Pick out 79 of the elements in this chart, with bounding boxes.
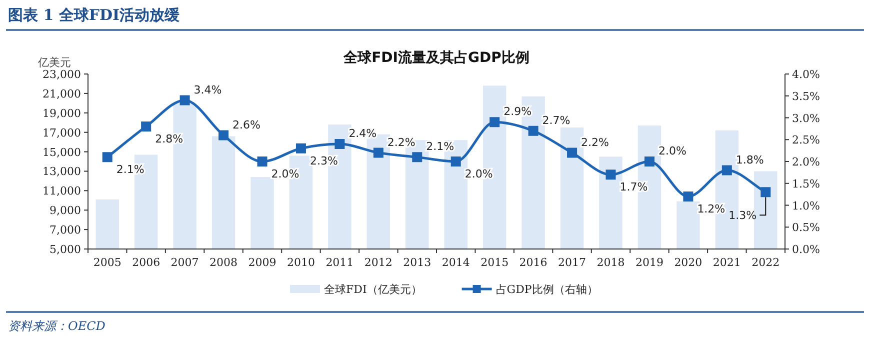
point	[218, 130, 229, 140]
point	[606, 170, 616, 180]
chart-subtitle: 全球FDI流量及其占GDP比例	[342, 49, 530, 66]
x-tick-label: 2007	[170, 256, 199, 269]
y-tick-label: 17,000	[42, 126, 81, 140]
data-label: 2.0%	[271, 168, 300, 180]
y-tick-label: 11,000	[42, 184, 81, 198]
y-tick-label: 15,000	[42, 146, 81, 159]
x-tick-label: 2015	[480, 256, 509, 269]
point	[567, 148, 578, 158]
legend-label: 占GDP比例（右轴）	[496, 283, 598, 296]
x-tick-label: 2017	[558, 256, 586, 269]
y-tick-label: 23,000	[42, 68, 81, 81]
y-tick-label: 7,000	[50, 224, 81, 237]
x-tick-label: 2010	[286, 256, 315, 269]
y-tick-label: 13,000	[42, 165, 81, 178]
data-label: 2.8%	[155, 132, 184, 146]
point	[450, 156, 461, 166]
point	[334, 139, 345, 149]
data-label: 2.9%	[504, 105, 532, 118]
y2-tick-label: 2.0%	[792, 156, 820, 168]
data-label: 2.0%	[464, 168, 493, 180]
data-label: 1.2%	[697, 202, 726, 216]
y-tick-label: 21,000	[42, 87, 81, 100]
point	[490, 117, 500, 128]
legend-label: 全球FDI（亿美元）	[324, 283, 422, 296]
data-label: 2.4%	[348, 127, 377, 140]
data-label: 2.2%	[581, 136, 609, 149]
x-tick-label: 2006	[132, 256, 160, 269]
y-tick-label: 9,000	[50, 204, 81, 218]
x-tick-label: 2012	[364, 256, 392, 269]
y2-tick-label: 4.0%	[792, 68, 820, 81]
x-tick-label: 2016	[519, 256, 548, 269]
point	[683, 192, 694, 202]
point	[296, 143, 306, 154]
x-tick-label: 2022	[752, 256, 780, 269]
point	[180, 95, 190, 106]
x-tick-label: 2011	[326, 256, 354, 269]
point	[257, 156, 268, 166]
y2-tick-label: 1.0%	[792, 199, 820, 212]
data-label: 1.3%	[728, 209, 757, 222]
point	[722, 165, 732, 176]
chart-title: 图表 1 全球FDI活动放缓	[8, 6, 181, 24]
point	[373, 148, 384, 158]
y2-tick-label: 0.5%	[792, 221, 820, 234]
y2-tick-label: 3.5%	[792, 90, 820, 103]
y-axis-title: 亿美元	[37, 56, 71, 69]
y-tick-label: 5,000	[50, 243, 81, 256]
x-tick-label: 2005	[93, 256, 122, 269]
data-label: 1.7%	[620, 180, 648, 194]
y-tick-label: 19,000	[42, 106, 81, 120]
x-tick-label: 2013	[403, 256, 432, 269]
data-label: 2.0%	[658, 144, 686, 158]
point	[644, 156, 654, 166]
point	[102, 152, 112, 162]
point	[141, 122, 152, 132]
y2-tick-label: 2.5%	[792, 134, 820, 147]
data-label: 2.1%	[426, 140, 454, 154]
data-label: 2.6%	[232, 118, 260, 132]
point	[528, 126, 538, 136]
point	[760, 187, 771, 198]
data-label: 1.8%	[736, 153, 764, 166]
data-label: 2.1%	[116, 163, 144, 176]
x-tick-label: 2009	[248, 256, 276, 269]
y2-tick-label: 0.0%	[792, 243, 820, 256]
x-tick-label: 2014	[442, 256, 470, 269]
y2-tick-label: 3.0%	[792, 112, 820, 125]
y2-tick-label: 1.5%	[792, 177, 820, 190]
x-tick-label: 2018	[596, 256, 625, 269]
text: 资料来源：OECD	[8, 319, 106, 333]
data-label: 2.7%	[542, 114, 570, 127]
x-tick-label: 2019	[635, 256, 664, 269]
x-tick-label: 2020	[674, 256, 702, 269]
data-label: 2.2%	[387, 136, 416, 149]
x-tick-label: 2008	[210, 256, 238, 269]
x-tick-label: 2021	[712, 256, 741, 269]
data-label: 2.3%	[310, 154, 338, 168]
point	[412, 152, 422, 162]
data-label: 3.4%	[194, 83, 222, 96]
